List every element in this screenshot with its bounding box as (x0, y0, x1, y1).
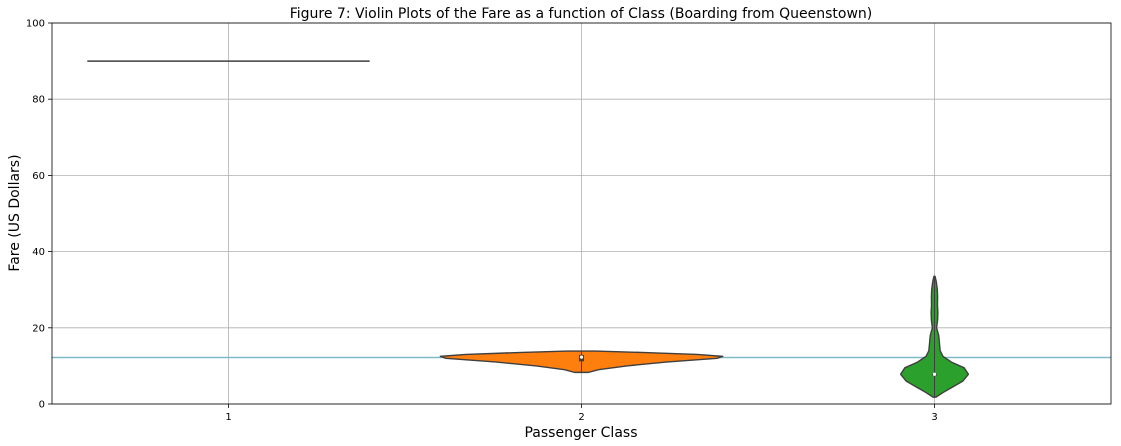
x-tick-label: 2 (578, 412, 584, 423)
y-axis-label: Fare (US Dollars) (7, 154, 23, 271)
grid-lines (52, 22, 1111, 405)
x-axis-label: Passenger Class (524, 425, 637, 441)
x-tick-label: 1 (225, 412, 231, 423)
y-tick-label: 60 (32, 171, 45, 182)
y-tick-label: 100 (26, 19, 45, 30)
y-tick-label: 0 (39, 400, 45, 411)
violins (87, 60, 970, 398)
axis-ticks: 0 20 40 60 80 100 1 2 3 (26, 19, 938, 424)
y-tick-label: 40 (32, 247, 45, 258)
x-tick-label: 3 (931, 412, 937, 423)
y-tick-label: 20 (32, 323, 45, 334)
y-tick-label: 80 (32, 95, 45, 106)
violin-median (932, 372, 937, 376)
violin-median (579, 355, 584, 359)
chart-title: Figure 7: Violin Plots of the Fare as a … (290, 6, 873, 22)
